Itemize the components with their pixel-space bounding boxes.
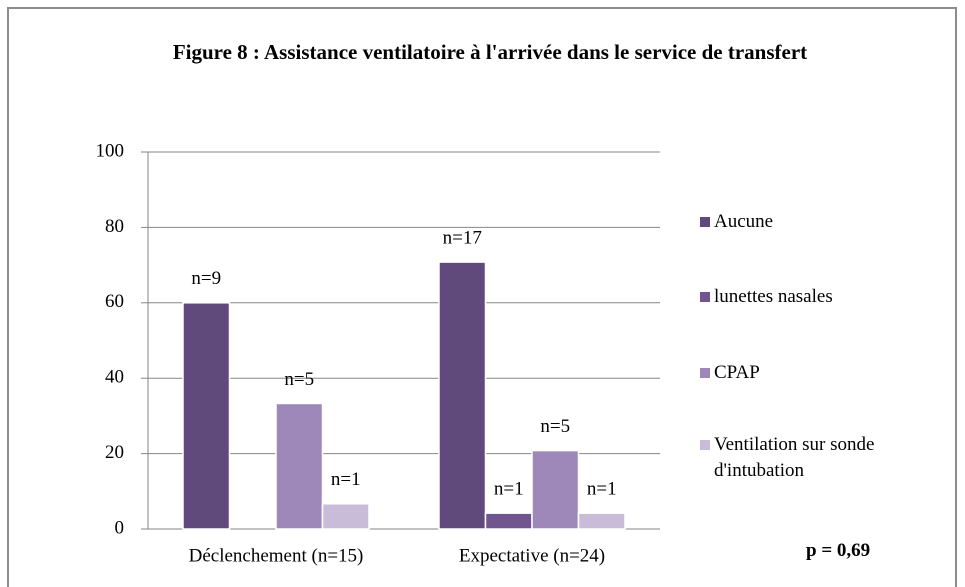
legend-entry: Ventilation sur sonde d'intubation xyxy=(700,432,964,484)
legend-entry: lunettes nasales xyxy=(700,284,964,310)
data-label: n=9 xyxy=(191,268,221,289)
data-label: n=1 xyxy=(587,479,617,500)
y-tick-label: 100 xyxy=(96,140,125,161)
bar xyxy=(182,302,231,530)
bar xyxy=(438,261,487,530)
legend-label: Ventilation sur sonde d'intubation xyxy=(714,434,875,481)
legend-entry: CPAP xyxy=(700,360,964,386)
x-tick-label: Déclenchement (n=15) xyxy=(189,545,364,566)
bar xyxy=(531,449,580,530)
y-tick-label: 0 xyxy=(115,517,125,538)
x-tick-label: Expectative (n=24) xyxy=(459,545,605,566)
bar xyxy=(484,512,533,530)
legend-swatch xyxy=(700,217,710,227)
bar xyxy=(577,512,626,530)
data-label: n=17 xyxy=(443,227,482,248)
data-label: n=1 xyxy=(494,479,524,500)
legend-label: CPAP xyxy=(714,362,760,383)
legend-entry: Aucune xyxy=(700,209,964,235)
y-tick-label: 60 xyxy=(105,291,124,312)
legend-swatch xyxy=(700,368,710,378)
legend-swatch xyxy=(700,292,710,302)
bar xyxy=(275,402,324,530)
data-label: n=5 xyxy=(284,369,314,390)
y-tick-label: 20 xyxy=(105,442,124,463)
y-tick-label: 80 xyxy=(105,216,124,237)
annotation: p = 0,69 xyxy=(806,540,871,561)
legend-label: lunettes nasales xyxy=(714,286,833,307)
chart-title: Figure 8 : Assistance ventilatoire à l'a… xyxy=(172,40,808,64)
data-label: n=1 xyxy=(331,469,361,490)
data-label: n=5 xyxy=(540,416,570,437)
legend-label: Aucune xyxy=(714,211,774,232)
legend-swatch xyxy=(700,440,710,450)
frame xyxy=(7,7,957,587)
y-tick-label: 40 xyxy=(105,367,124,388)
bar xyxy=(321,502,370,530)
